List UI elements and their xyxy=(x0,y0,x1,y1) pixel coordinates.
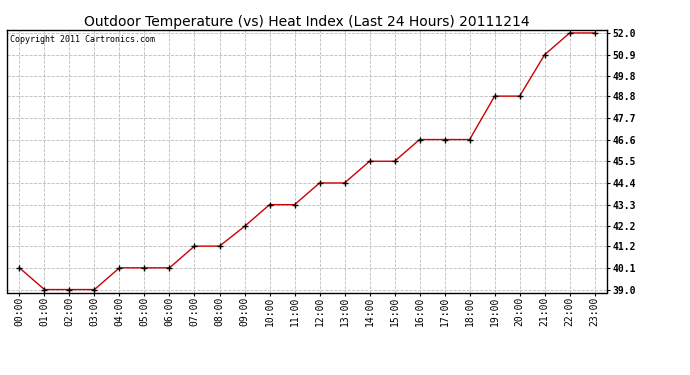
Text: Copyright 2011 Cartronics.com: Copyright 2011 Cartronics.com xyxy=(10,35,155,44)
Title: Outdoor Temperature (vs) Heat Index (Last 24 Hours) 20111214: Outdoor Temperature (vs) Heat Index (Las… xyxy=(84,15,530,29)
